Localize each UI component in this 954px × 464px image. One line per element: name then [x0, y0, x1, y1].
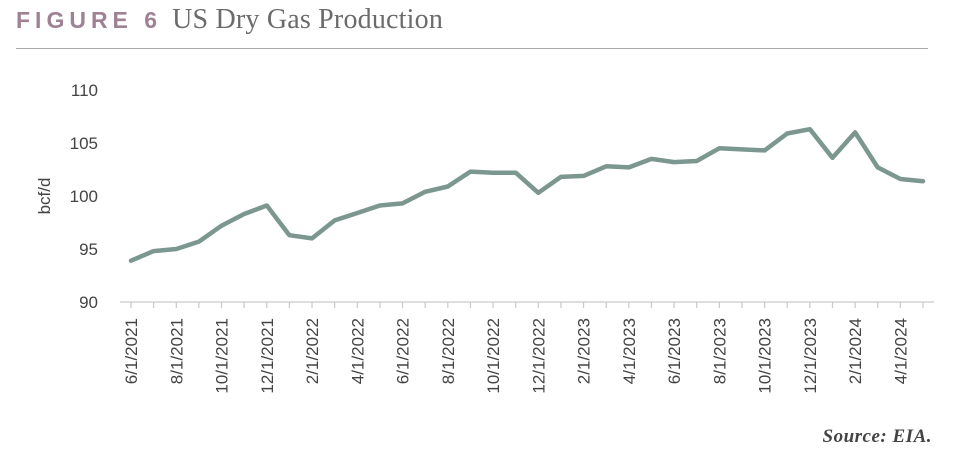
- data-point: [468, 170, 472, 174]
- x-tick-label: 10/1/2022: [484, 318, 503, 394]
- y-tick-label: 110: [71, 81, 98, 100]
- y-axis-label: bcf/d: [35, 178, 54, 215]
- chart-title: US Dry Gas Production: [172, 4, 444, 35]
- x-tick-label: 8/1/2023: [710, 318, 729, 384]
- data-point: [898, 177, 902, 181]
- data-point: [491, 171, 495, 175]
- x-tick-label: 4/1/2024: [891, 318, 910, 384]
- data-point: [582, 174, 586, 178]
- x-tick-label: 8/1/2022: [439, 318, 458, 384]
- x-tick-label: 12/1/2021: [258, 318, 277, 394]
- x-tick-label: 4/1/2022: [348, 318, 367, 384]
- data-point: [242, 212, 246, 216]
- y-tick-label: 90: [79, 293, 98, 312]
- data-point: [265, 204, 269, 208]
- data-point: [174, 247, 178, 251]
- data-point: [672, 160, 676, 164]
- data-point: [514, 171, 518, 175]
- source-note: Source: EIA.: [822, 426, 932, 447]
- x-tick-label: 12/1/2022: [529, 318, 548, 394]
- data-point: [650, 157, 654, 161]
- data-point: [695, 159, 699, 163]
- data-point: [604, 164, 608, 168]
- figure-label: FIGURE 6: [16, 7, 163, 33]
- header-divider: [16, 48, 928, 49]
- data-point: [287, 233, 291, 237]
- data-point: [401, 201, 405, 205]
- data-point: [808, 127, 812, 131]
- figure-header: FIGURE 6 US Dry Gas Production: [16, 4, 443, 44]
- y-tick-label: 100: [70, 187, 98, 206]
- data-point: [220, 224, 224, 228]
- data-point: [423, 190, 427, 194]
- x-tick-label: 10/1/2021: [213, 318, 232, 394]
- data-point: [536, 191, 540, 195]
- data-point: [717, 146, 721, 150]
- x-tick-label: 2/1/2022: [303, 318, 322, 384]
- x-tick-label: 2/1/2024: [846, 318, 865, 384]
- data-point: [559, 175, 563, 179]
- x-tick-label: 8/1/2021: [167, 318, 186, 384]
- data-point: [785, 132, 789, 136]
- data-point: [740, 147, 744, 151]
- x-tick-label: 10/1/2023: [756, 318, 775, 394]
- series-line: [128, 126, 926, 263]
- x-tick-label: 6/1/2021: [122, 318, 141, 384]
- data-point: [152, 249, 156, 253]
- x-tick-label: 6/1/2022: [394, 318, 413, 384]
- y-tick-label: 105: [70, 134, 98, 153]
- data-point: [876, 165, 880, 169]
- data-point: [627, 165, 631, 169]
- data-point: [446, 185, 450, 189]
- y-tick-label: 95: [79, 240, 98, 259]
- data-point: [378, 204, 382, 208]
- x-tick-label: 12/1/2023: [801, 318, 820, 394]
- data-point: [333, 218, 337, 222]
- data-point: [197, 240, 201, 244]
- data-point: [763, 148, 767, 152]
- x-tick-label: 4/1/2023: [620, 318, 639, 384]
- data-point: [129, 259, 133, 263]
- data-point: [921, 179, 925, 183]
- data-point: [310, 236, 314, 240]
- data-point: [355, 211, 359, 215]
- x-tick-label: 6/1/2023: [665, 318, 684, 384]
- x-tick-label: 2/1/2023: [575, 318, 594, 384]
- data-point: [831, 156, 835, 160]
- data-point: [853, 130, 857, 134]
